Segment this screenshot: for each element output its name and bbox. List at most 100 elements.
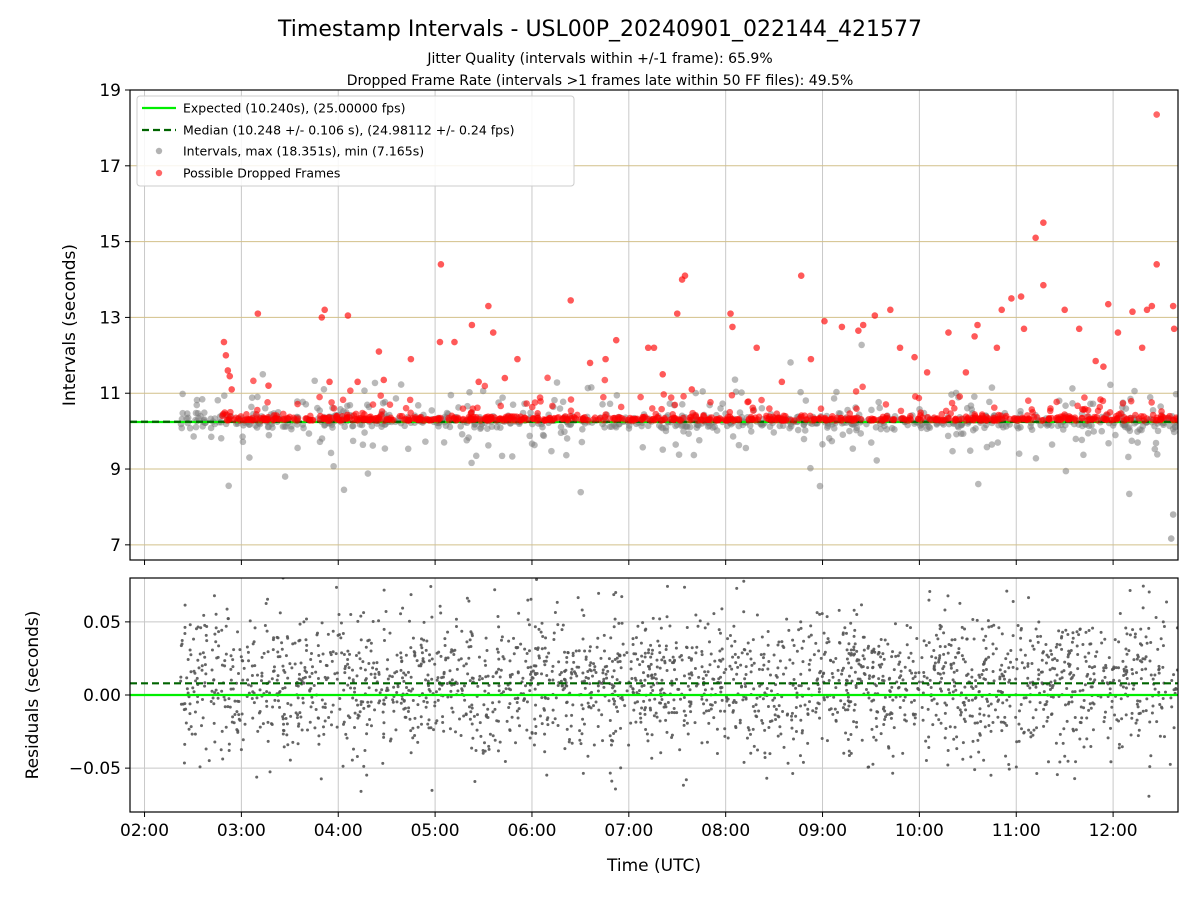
- residual-point: [484, 663, 488, 667]
- residual-point: [359, 614, 363, 618]
- residual-point: [481, 748, 485, 752]
- residual-point: [637, 689, 641, 693]
- residual-point: [678, 748, 682, 752]
- residual-point: [610, 683, 614, 687]
- residual-point: [488, 732, 492, 736]
- residual-point: [1122, 669, 1126, 673]
- residual-point: [987, 704, 991, 708]
- residual-point: [703, 626, 707, 630]
- residual-point: [251, 642, 255, 646]
- residual-point: [253, 626, 257, 630]
- residuals-x-tick-label: 03:00: [217, 821, 266, 841]
- residual-point: [546, 723, 550, 727]
- residual-point: [736, 655, 740, 659]
- residual-point: [349, 612, 353, 616]
- dropped-frame-point: [1153, 261, 1160, 268]
- residual-point: [346, 683, 350, 687]
- residual-point: [685, 626, 689, 630]
- residual-point: [722, 671, 726, 675]
- residual-point: [396, 685, 400, 689]
- residual-point: [316, 677, 320, 681]
- residual-point: [554, 696, 558, 700]
- residual-point: [1153, 673, 1157, 677]
- residual-point: [861, 654, 865, 658]
- residual-point: [302, 620, 306, 624]
- residual-point: [831, 660, 835, 664]
- residual-point: [700, 649, 704, 653]
- residual-point: [1042, 707, 1046, 711]
- residual-point: [1001, 720, 1005, 724]
- residual-point: [663, 661, 667, 665]
- residual-point: [561, 623, 565, 627]
- residual-point: [643, 706, 647, 710]
- residual-point: [204, 633, 208, 637]
- residual-point: [591, 674, 595, 678]
- residual-point: [655, 681, 659, 685]
- residual-point: [875, 725, 879, 729]
- dropped-frame-point: [224, 367, 232, 374]
- residual-point: [761, 697, 765, 701]
- residual-point: [1110, 699, 1114, 703]
- residual-point: [1160, 706, 1164, 710]
- residual-point: [1121, 659, 1125, 663]
- residual-point: [807, 662, 811, 666]
- residual-point: [345, 736, 349, 740]
- dropped-frame-point: [253, 411, 260, 418]
- residual-point: [887, 677, 891, 681]
- residual-point: [960, 625, 964, 629]
- residual-point: [989, 702, 993, 706]
- residual-point: [1069, 649, 1073, 653]
- residual-point: [567, 740, 571, 744]
- residual-point: [801, 660, 805, 664]
- residual-point: [263, 624, 267, 628]
- residual-point: [296, 742, 300, 746]
- residual-point: [891, 771, 895, 775]
- residual-point: [441, 715, 445, 719]
- residual-point: [533, 625, 537, 629]
- dropped-frame-point: [924, 413, 932, 421]
- residual-point: [465, 596, 469, 600]
- residual-point: [1027, 596, 1031, 600]
- dropped-frame-point: [669, 410, 677, 418]
- residual-point: [870, 649, 874, 653]
- residual-point: [214, 688, 218, 692]
- residual-point: [265, 699, 269, 703]
- dropped-frame-point: [671, 401, 679, 409]
- residual-point: [188, 702, 192, 706]
- dropped-frame-point: [1008, 295, 1015, 302]
- residual-point: [589, 706, 593, 710]
- interval-point: [988, 384, 996, 391]
- residual-point: [505, 719, 509, 723]
- dropped-frame-point: [617, 403, 625, 411]
- residual-point: [250, 664, 254, 668]
- residual-point: [281, 732, 285, 736]
- residual-point: [921, 718, 925, 722]
- dropped-frame-point: [638, 416, 646, 423]
- residual-point: [1113, 713, 1117, 717]
- residual-point: [224, 725, 228, 729]
- residual-point: [214, 626, 218, 630]
- residual-point: [702, 711, 706, 715]
- dropped-frame-point: [567, 396, 575, 403]
- dropped-frame-point: [644, 344, 652, 352]
- residual-point: [901, 751, 905, 755]
- interval-point: [508, 453, 516, 460]
- dropped-frame-point: [991, 404, 998, 411]
- residual-point: [280, 647, 284, 651]
- residual-point: [324, 663, 328, 667]
- residual-point: [675, 711, 679, 715]
- residual-point: [540, 621, 544, 625]
- residual-point: [420, 646, 424, 650]
- interval-point: [577, 488, 585, 496]
- interval-point: [340, 486, 348, 494]
- residual-point: [553, 717, 557, 721]
- residual-point: [381, 761, 385, 765]
- residual-point: [608, 771, 612, 775]
- residual-point: [818, 716, 822, 720]
- dropped-frame-point: [1002, 412, 1010, 420]
- residual-point: [777, 715, 781, 719]
- residual-point: [675, 677, 679, 681]
- residual-point: [484, 675, 488, 679]
- residual-point: [248, 619, 252, 623]
- residual-point: [341, 764, 345, 768]
